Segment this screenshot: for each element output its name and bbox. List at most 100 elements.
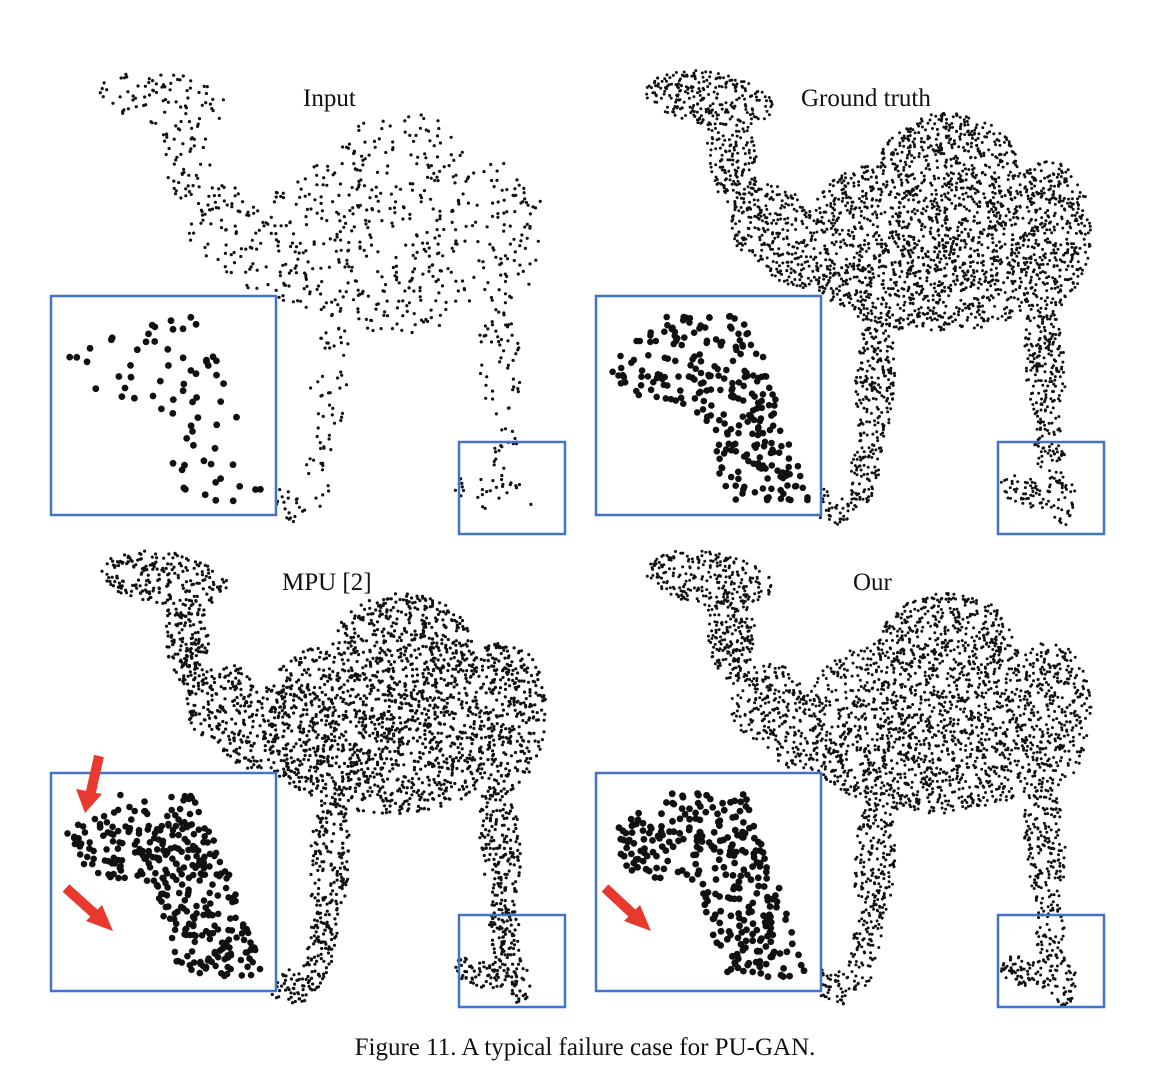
point (885, 180, 889, 184)
point (942, 328, 946, 331)
inset-point (149, 392, 157, 400)
point (502, 198, 506, 202)
inset-point (108, 336, 115, 344)
point (955, 274, 959, 278)
point (369, 235, 373, 240)
inset-point (670, 340, 677, 348)
point (861, 367, 864, 371)
inset-point (765, 401, 773, 409)
point (993, 171, 997, 175)
point (969, 145, 973, 149)
point (1016, 174, 1020, 178)
point (377, 137, 381, 141)
point (1036, 243, 1040, 247)
point (340, 373, 344, 377)
point (928, 265, 932, 269)
point (840, 266, 844, 270)
point (775, 193, 779, 197)
point (1013, 279, 1017, 283)
point (917, 284, 921, 288)
point (907, 198, 911, 202)
point (212, 680, 217, 685)
point (889, 407, 893, 411)
point (1038, 255, 1042, 259)
point (794, 217, 798, 221)
point (714, 126, 717, 130)
point (205, 85, 209, 89)
inset-point (200, 457, 208, 465)
inset-point (630, 356, 638, 364)
point (919, 228, 923, 232)
point (679, 83, 683, 87)
point (738, 119, 742, 123)
point (741, 243, 745, 247)
point (1039, 450, 1043, 454)
point (779, 206, 783, 210)
point (975, 269, 979, 273)
point (172, 186, 176, 190)
point (868, 420, 872, 424)
point (344, 290, 348, 294)
point (1034, 241, 1038, 245)
point (299, 187, 303, 191)
point (482, 762, 486, 766)
point (939, 194, 943, 198)
point (1040, 454, 1044, 458)
point (997, 176, 1001, 180)
point (971, 168, 975, 171)
inset-point (778, 442, 785, 450)
inset-point (734, 468, 742, 476)
point (959, 122, 963, 126)
point (347, 240, 351, 245)
point (331, 200, 335, 204)
inset-region-marker (457, 440, 567, 536)
point (201, 145, 205, 150)
point (528, 212, 533, 216)
point (1003, 135, 1007, 139)
point (233, 224, 237, 228)
point (418, 193, 422, 197)
point (938, 209, 942, 213)
point (899, 316, 903, 320)
point (1037, 493, 1041, 496)
point (1027, 238, 1031, 242)
point (922, 199, 926, 203)
point (1058, 375, 1062, 379)
point (174, 607, 178, 611)
point (524, 200, 529, 205)
point (1079, 231, 1083, 235)
point (707, 93, 711, 96)
point (781, 228, 785, 231)
point (963, 218, 967, 222)
point (908, 272, 912, 276)
point (1068, 221, 1072, 225)
point (365, 696, 369, 700)
point (362, 184, 367, 188)
point (363, 140, 367, 144)
point (1064, 523, 1068, 527)
point (765, 193, 769, 197)
point (1042, 446, 1046, 450)
point (882, 182, 885, 186)
point (893, 374, 897, 378)
inset-point (724, 431, 731, 438)
point (756, 90, 760, 93)
point (350, 229, 354, 233)
point (416, 155, 420, 159)
point (890, 136, 894, 140)
point (927, 299, 930, 303)
point (482, 334, 486, 338)
point (724, 149, 727, 153)
point (1038, 489, 1042, 493)
point (436, 278, 440, 282)
inset-point (620, 373, 628, 381)
inset-point (740, 453, 748, 460)
point (952, 157, 956, 160)
point (413, 256, 417, 260)
point (977, 179, 981, 183)
point (163, 110, 167, 114)
point (779, 253, 783, 257)
point (907, 322, 911, 326)
point (1063, 278, 1067, 281)
point (913, 131, 917, 135)
